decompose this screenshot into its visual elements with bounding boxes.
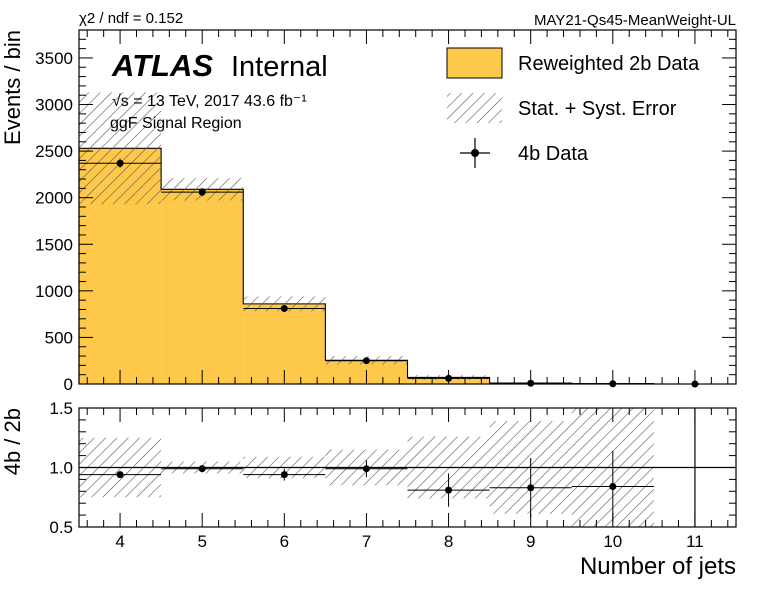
y-axis-title-bottom: 4b / 2b: [0, 408, 25, 475]
bar-bin-5: [161, 189, 244, 384]
legend: Reweighted 2b Data Stat. + Syst. Error 4…: [446, 47, 700, 168]
ratio-point-bin-5: [198, 465, 206, 473]
ratio-point-bin-9: [527, 484, 535, 492]
energy-label: √s = 13 TeV, 2017 43.6 fb⁻¹: [112, 93, 307, 110]
y-tick-label-top-500: 500: [45, 328, 73, 347]
data-point-bin-4: [116, 159, 124, 167]
legend-swatch-hatch: [447, 93, 502, 123]
data-point-bin-6: [280, 305, 288, 313]
ratio-point-bin-6: [280, 471, 288, 479]
top-panel: 0 500 1000 1500 2000 2500 3000 3500: [35, 29, 737, 394]
y-tick-label-top-3000: 3000: [35, 96, 73, 115]
x-axis-title: Number of jets: [580, 553, 736, 580]
atlas-status-label: Internal: [231, 51, 328, 83]
error-band-bin-6: [243, 296, 326, 312]
x-tick-label-5: 5: [197, 532, 206, 551]
y-tick-label-top-3500: 3500: [35, 49, 73, 68]
x-tick-label-8: 8: [444, 532, 453, 551]
y-tick-label-top-1500: 1500: [35, 235, 73, 254]
legend-label-4b: 4b Data: [518, 143, 589, 165]
y-tick-label-top-1000: 1000: [35, 282, 73, 301]
y-tick-label-top-2500: 2500: [35, 142, 73, 161]
x-tick-label-10: 10: [603, 532, 622, 551]
y-tick-label-bottom-1.5: 1.5: [49, 399, 73, 418]
x-tick-label-7: 7: [362, 532, 371, 551]
legend-marker-dot: [471, 149, 479, 157]
y-axis-title-top: Events / bin: [0, 30, 25, 145]
legend-label-reweighted: Reweighted 2b Data: [518, 53, 700, 75]
x-tick-label-11: 11: [686, 532, 704, 551]
x-tick-label-4: 4: [115, 532, 124, 551]
y-tick-label-bottom-0.5: 0.5: [49, 518, 73, 537]
x-tick-label-6: 6: [280, 532, 289, 551]
tag-label: MAY21-Qs45-MeanWeight-UL: [534, 12, 736, 29]
y-tick-label-top-2000: 2000: [35, 189, 73, 208]
ratio-point-bin-7: [362, 465, 370, 473]
region-label: ggF Signal Region: [110, 115, 242, 132]
y-tick-label-top-0: 0: [64, 375, 73, 394]
ratio-point-bin-8: [445, 486, 453, 494]
chi2-label: χ2 / ndf = 0.152: [79, 10, 183, 27]
ratio-panel: 0.5 1.0 1.5 4 5 6 7 8 9 10 11: [49, 399, 737, 551]
x-tick-label-9: 9: [526, 532, 535, 551]
data-point-bin-5: [198, 188, 206, 196]
data-point-bin-7: [362, 357, 370, 365]
ratio-point-bin-10: [609, 483, 617, 491]
y-tick-label-bottom-1.0: 1.0: [49, 459, 73, 478]
atlas-label: ATLAS: [111, 48, 213, 83]
error-band-bin-4: [79, 92, 162, 205]
legend-label-error: Stat. + Syst. Error: [518, 98, 677, 120]
ratio-point-bin-4: [116, 471, 124, 479]
legend-swatch-fill: [446, 47, 503, 79]
